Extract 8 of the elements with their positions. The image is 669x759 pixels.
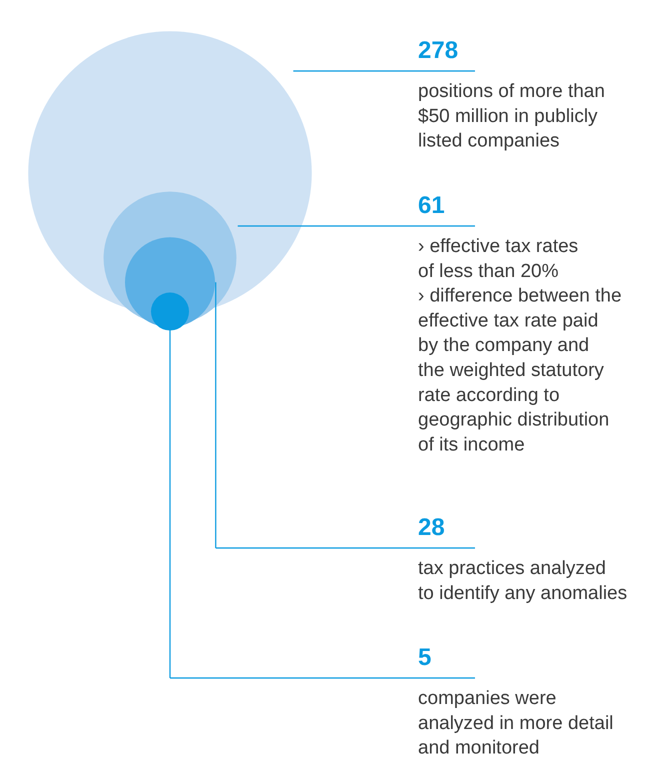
category-label: companies were analyzed in more detail and monitored <box>418 688 614 759</box>
category-label: positions of more than $50 million in publicly listed companies <box>418 81 605 152</box>
category-label: tax practices analyzed to identify any anomalies <box>418 558 628 604</box>
data-label: 28 <box>418 514 445 541</box>
data-label: 61 <box>418 192 445 219</box>
category-label: › effective tax rates of less than 20% › difference between the effective tax rate paid by the company and the weighted statutory rate according to geographic distribution of its income <box>418 236 622 456</box>
data-label: 5 <box>418 644 432 671</box>
data-label: 278 <box>418 37 458 64</box>
